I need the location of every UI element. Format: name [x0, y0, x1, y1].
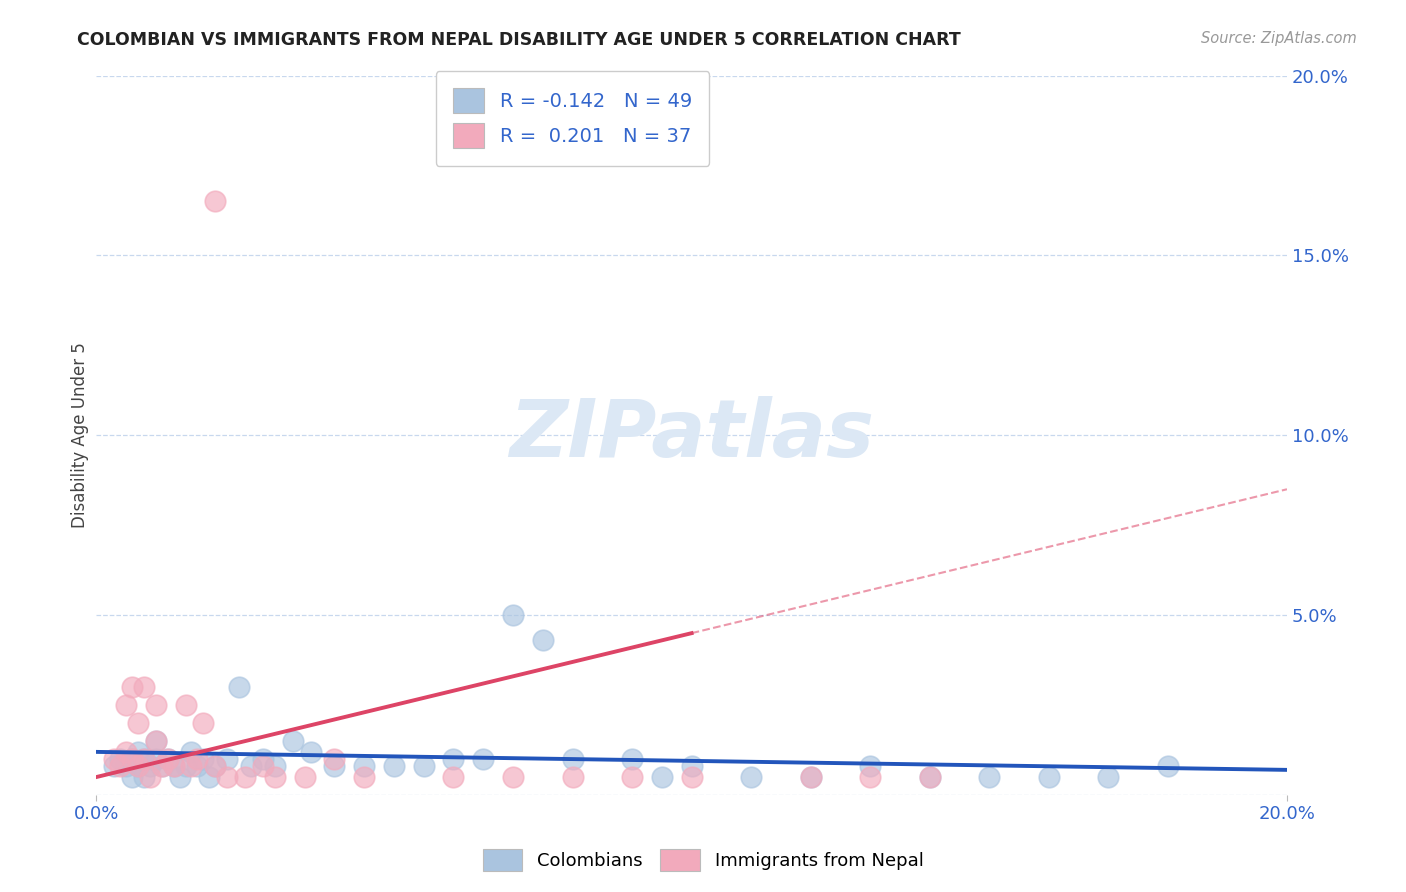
- Point: [145, 752, 167, 766]
- Point: [443, 770, 465, 784]
- Point: [382, 759, 405, 773]
- Point: [1038, 770, 1060, 784]
- Point: [132, 752, 155, 766]
- Point: [132, 752, 155, 766]
- Point: [115, 745, 138, 759]
- Point: [132, 770, 155, 784]
- Point: [294, 770, 316, 784]
- Point: [193, 752, 215, 766]
- Point: [353, 770, 375, 784]
- Point: [621, 770, 644, 784]
- Point: [233, 770, 256, 784]
- Point: [240, 759, 263, 773]
- Point: [174, 759, 197, 773]
- Point: [156, 752, 179, 766]
- Point: [115, 698, 138, 712]
- Point: [150, 759, 173, 773]
- Point: [228, 680, 250, 694]
- Point: [621, 752, 644, 766]
- Point: [132, 680, 155, 694]
- Point: [180, 759, 202, 773]
- Point: [918, 770, 941, 784]
- Point: [443, 752, 465, 766]
- Point: [186, 752, 208, 766]
- Point: [162, 759, 184, 773]
- Point: [979, 770, 1001, 784]
- Point: [800, 770, 823, 784]
- Point: [281, 734, 304, 748]
- Point: [263, 759, 285, 773]
- Point: [800, 770, 823, 784]
- Point: [859, 770, 882, 784]
- Point: [150, 759, 173, 773]
- Point: [204, 194, 226, 209]
- Point: [180, 745, 202, 759]
- Point: [651, 770, 673, 784]
- Point: [121, 680, 143, 694]
- Point: [323, 759, 346, 773]
- Point: [252, 759, 274, 773]
- Point: [217, 770, 239, 784]
- Point: [145, 698, 167, 712]
- Point: [108, 759, 131, 773]
- Point: [412, 759, 434, 773]
- Point: [108, 752, 131, 766]
- Point: [252, 752, 274, 766]
- Point: [186, 759, 208, 773]
- Point: [193, 716, 215, 731]
- Legend: R = -0.142   N = 49, R =  0.201   N = 37: R = -0.142 N = 49, R = 0.201 N = 37: [436, 70, 710, 166]
- Point: [472, 752, 495, 766]
- Point: [561, 752, 583, 766]
- Point: [299, 745, 322, 759]
- Point: [561, 770, 583, 784]
- Point: [127, 716, 149, 731]
- Point: [169, 770, 191, 784]
- Point: [127, 759, 149, 773]
- Point: [918, 770, 941, 784]
- Point: [859, 759, 882, 773]
- Point: [103, 752, 125, 766]
- Point: [740, 770, 762, 784]
- Point: [139, 759, 162, 773]
- Point: [204, 759, 226, 773]
- Point: [139, 770, 162, 784]
- Point: [145, 734, 167, 748]
- Point: [502, 608, 524, 623]
- Point: [127, 745, 149, 759]
- Point: [204, 759, 226, 773]
- Text: ZIPatlas: ZIPatlas: [509, 396, 875, 475]
- Point: [681, 759, 703, 773]
- Point: [121, 752, 143, 766]
- Point: [263, 770, 285, 784]
- Point: [217, 752, 239, 766]
- Legend: Colombians, Immigrants from Nepal: Colombians, Immigrants from Nepal: [475, 842, 931, 879]
- Point: [156, 752, 179, 766]
- Text: COLOMBIAN VS IMMIGRANTS FROM NEPAL DISABILITY AGE UNDER 5 CORRELATION CHART: COLOMBIAN VS IMMIGRANTS FROM NEPAL DISAB…: [77, 31, 962, 49]
- Text: Source: ZipAtlas.com: Source: ZipAtlas.com: [1201, 31, 1357, 46]
- Point: [121, 752, 143, 766]
- Point: [115, 759, 138, 773]
- Point: [121, 770, 143, 784]
- Point: [162, 759, 184, 773]
- Point: [531, 633, 554, 648]
- Point: [127, 759, 149, 773]
- Point: [353, 759, 375, 773]
- Point: [323, 752, 346, 766]
- Point: [103, 759, 125, 773]
- Point: [1097, 770, 1119, 784]
- Point: [681, 770, 703, 784]
- Y-axis label: Disability Age Under 5: Disability Age Under 5: [72, 343, 89, 528]
- Point: [502, 770, 524, 784]
- Point: [198, 770, 221, 784]
- Point: [174, 698, 197, 712]
- Point: [1157, 759, 1180, 773]
- Point: [145, 734, 167, 748]
